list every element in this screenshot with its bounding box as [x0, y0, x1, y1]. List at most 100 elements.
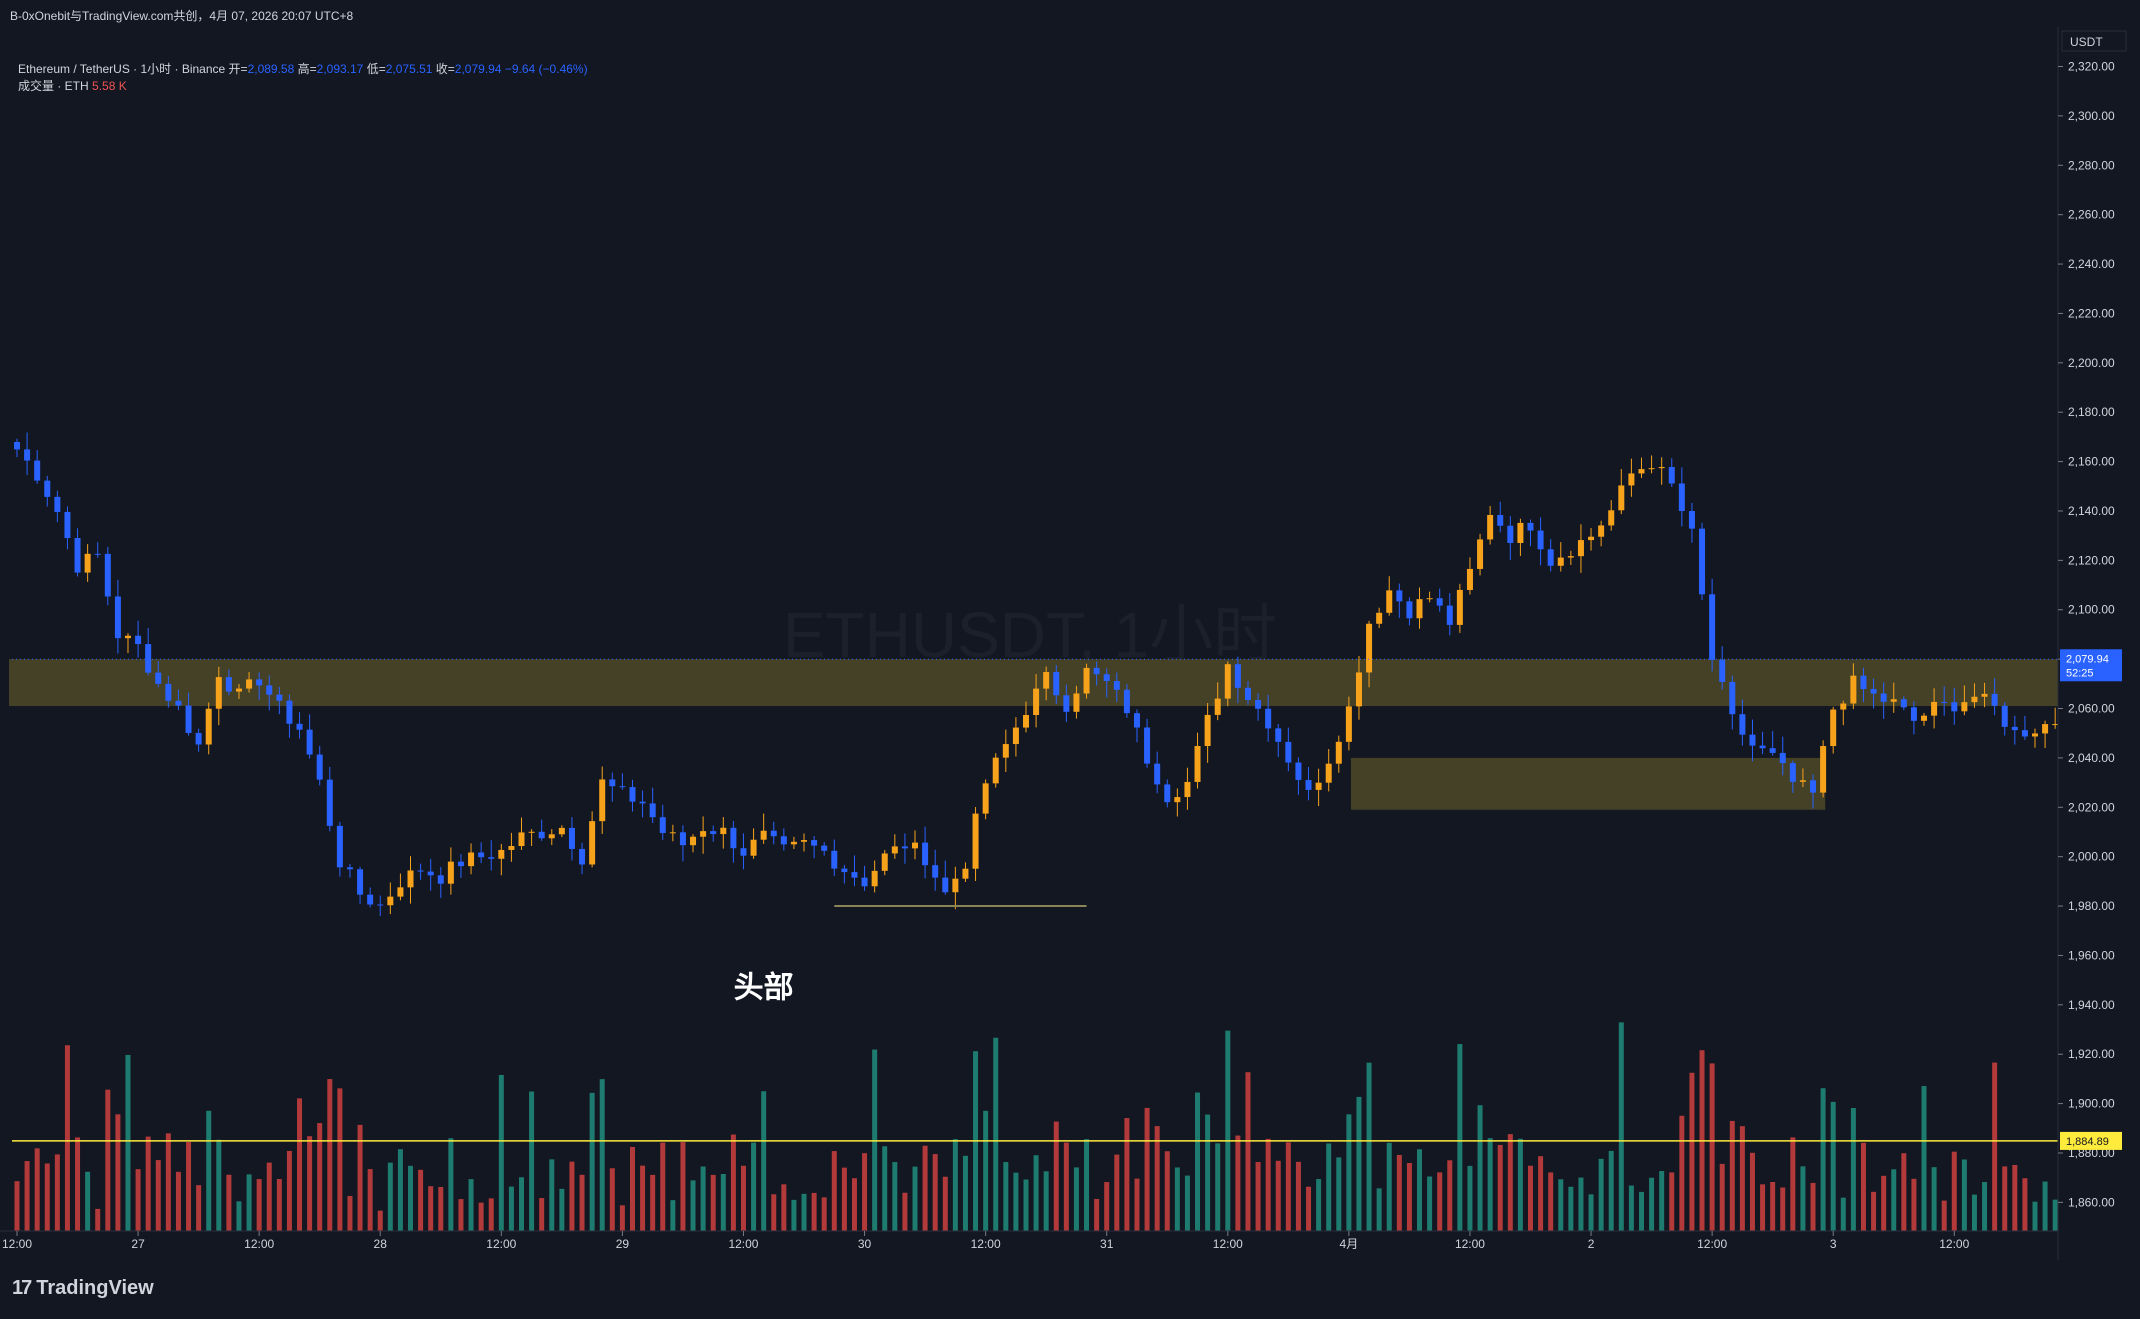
- x-tick-label: 4月: [1340, 1237, 1359, 1251]
- candle-body: [1244, 687, 1251, 700]
- tradingview-logo[interactable]: 17 TradingView: [12, 1277, 154, 1300]
- support-price-tag: [2060, 1131, 2122, 1150]
- volume-bar: [1850, 1108, 1856, 1231]
- volume-bar: [1366, 1062, 1372, 1231]
- candle-body: [1345, 706, 1352, 742]
- candle-body: [1325, 763, 1332, 783]
- volume-bar: [942, 1176, 948, 1231]
- volume-bar: [1608, 1150, 1614, 1231]
- candle-body: [235, 688, 242, 692]
- candle-body: [1537, 530, 1544, 550]
- volume-bar: [216, 1139, 222, 1231]
- candle-body: [64, 511, 71, 539]
- candle-body: [579, 848, 586, 865]
- volume-bar: [1659, 1171, 1665, 1231]
- candle-body: [639, 801, 646, 804]
- candle-body: [1023, 714, 1029, 728]
- volume-bar: [1295, 1161, 1301, 1231]
- x-tick-label: 29: [616, 1237, 630, 1251]
- volume-bar: [1780, 1187, 1786, 1231]
- candle-body: [205, 708, 212, 745]
- candle-body: [790, 841, 797, 845]
- volume-bar: [24, 1161, 30, 1231]
- candle-body: [1810, 780, 1817, 793]
- candle-body: [1729, 681, 1736, 715]
- candle-body: [881, 853, 888, 871]
- y-tick-label: 2,280.00: [2068, 158, 2115, 172]
- volume-bar: [599, 1079, 605, 1231]
- volume-bar: [740, 1165, 746, 1231]
- currency-label: USDT: [2070, 35, 2103, 49]
- volume-bar: [1941, 1200, 1947, 1231]
- volume-bar: [1558, 1179, 1564, 1231]
- candle-body: [669, 832, 676, 834]
- volume-bar: [1084, 1139, 1090, 1231]
- candle-body: [1547, 549, 1554, 566]
- volume-bar: [1033, 1155, 1039, 1231]
- x-tick-label: 12:00: [728, 1237, 758, 1251]
- volume-bar: [327, 1079, 333, 1231]
- volume-bar: [1931, 1167, 1937, 1231]
- candle-body: [286, 700, 293, 724]
- candle-body: [619, 786, 626, 788]
- candle-body: [518, 832, 525, 847]
- volume-bar: [1598, 1158, 1604, 1231]
- candle-body: [1648, 468, 1655, 470]
- volume-bar: [1840, 1197, 1846, 1231]
- volume-bar: [458, 1199, 464, 1231]
- price-chart[interactable]: ETHUSDT, 1小时 头部右肩2,080.452,210 USDT1,860…: [0, 27, 2140, 1260]
- candle-body: [1638, 469, 1645, 474]
- y-tick-label: 2,240.00: [2068, 257, 2115, 271]
- candle-body: [114, 596, 121, 639]
- candle-body: [306, 729, 313, 755]
- candle-body: [256, 679, 263, 686]
- candle-body: [841, 868, 848, 873]
- volume-bar: [1073, 1167, 1079, 1231]
- candle-body: [922, 842, 929, 866]
- candle-body: [1123, 689, 1130, 714]
- candle-body: [1275, 728, 1282, 742]
- y-tick-label: 2,220.00: [2068, 306, 2115, 320]
- candle-body: [104, 553, 111, 597]
- symbol-watermark: ETHUSDT, 1小时: [783, 599, 1277, 671]
- volume-bar: [1417, 1149, 1423, 1231]
- volume-bar: [1528, 1165, 1533, 1231]
- candle-body: [54, 496, 61, 512]
- volume-bar: [660, 1142, 666, 1231]
- volume-bar: [781, 1184, 787, 1231]
- candle-body: [1174, 797, 1181, 803]
- candle-body: [336, 825, 343, 868]
- candle-body: [1910, 707, 1917, 721]
- volume-bar: [54, 1154, 60, 1231]
- volume-bar: [1810, 1182, 1816, 1231]
- y-tick-label: 2,000.00: [2068, 850, 2115, 864]
- volume-bar: [1911, 1178, 1917, 1231]
- volume-bar: [629, 1146, 635, 1231]
- candle-body: [346, 867, 353, 870]
- volume-bar: [952, 1139, 958, 1231]
- candle-body: [1890, 699, 1897, 702]
- volume-bar: [1245, 1072, 1251, 1231]
- candle-body: [1931, 701, 1938, 716]
- volume-bar: [1386, 1142, 1392, 1231]
- volume-bar: [1124, 1118, 1130, 1231]
- candle-body: [1002, 744, 1009, 758]
- volume-bar: [1871, 1191, 1877, 1231]
- candle-body: [1285, 741, 1292, 763]
- chart-area[interactable]: ETHUSDT, 1小时 头部右肩2,080.452,210 USDT1,860…: [0, 27, 2140, 1260]
- candle-body: [1567, 556, 1574, 558]
- volume-bar: [34, 1148, 40, 1231]
- candle-body: [1315, 782, 1322, 790]
- volume-bar: [801, 1193, 807, 1231]
- volume-bar: [1164, 1151, 1170, 1231]
- candle-body: [1749, 734, 1756, 746]
- candle-body: [538, 831, 545, 839]
- candle-body: [407, 870, 414, 888]
- volume-bar: [851, 1178, 857, 1231]
- volume-bar: [932, 1154, 938, 1231]
- volume-bar: [1689, 1072, 1695, 1231]
- volume-bar: [175, 1171, 181, 1231]
- volume-bar: [2042, 1181, 2048, 1231]
- volume-bar: [186, 1142, 192, 1231]
- volume-bar: [1588, 1194, 1594, 1231]
